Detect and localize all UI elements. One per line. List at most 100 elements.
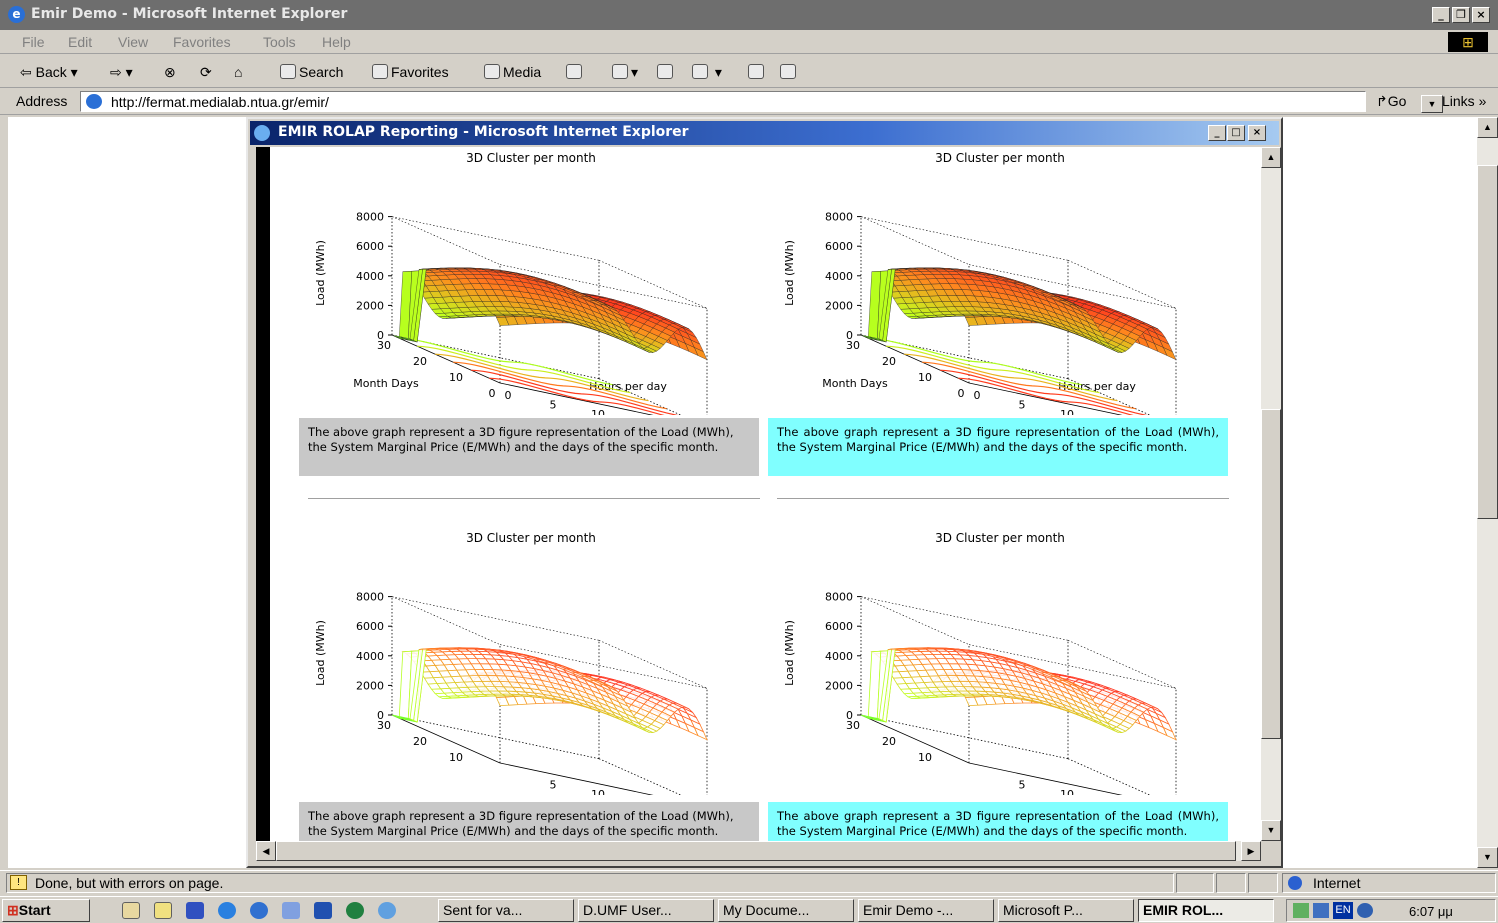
divider-left [308,498,760,500]
y-axis-label: Hours per day [1058,380,1136,393]
chart-top-left: 3D Cluster per month 0 2000 4000 6000 8000 30 2… [296,151,756,415]
main-vertical-scrollbar[interactable]: ▲ ▼ [1477,117,1498,868]
grid-line [499,644,708,689]
axis-line [391,714,600,760]
restore-button[interactable]: ❐ [1452,7,1470,23]
task-microsoft-p[interactable]: Microsoft P... [998,899,1134,922]
grid-line [391,596,501,645]
axis-line [499,382,654,415]
edit-word-icon[interactable]: ▾ [692,64,722,81]
popup-scroll-right-button[interactable]: ▶ [1241,841,1261,861]
media-label: Media [503,64,542,80]
popup-close-button[interactable]: × [1248,125,1266,141]
popup-scroll-down-button[interactable]: ▼ [1261,820,1281,841]
x-axis-label: Month Days [353,377,419,390]
chart-title: 3D Cluster per month [466,531,596,545]
network-tray-icon[interactable] [1313,903,1329,918]
mail-icon[interactable]: ▾ [612,64,638,81]
messenger-icon[interactable] [780,64,799,80]
discuss-icon[interactable] [748,64,767,80]
task-sent-for-va[interactable]: Sent for va... [438,899,574,922]
favorites-button[interactable]: Favorites [372,64,449,80]
print-icon[interactable] [657,64,676,80]
menu-file[interactable]: File [22,34,45,50]
popup-horizontal-scrollbar[interactable]: ◀ ▶ [256,841,1261,861]
contour-line [958,377,1134,415]
menu-help[interactable]: Help [322,34,351,50]
z-tick-label: 6000 [825,620,853,633]
chart-svg: 020004000600080003020105101520Load (MWh) [314,591,708,795]
scroll-down-button[interactable]: ▼ [1477,847,1498,868]
surface-cell [589,300,604,306]
close-button[interactable]: × [1472,7,1490,23]
description-top-right: The above graph represent a 3D figure re… [768,418,1228,476]
menu-tools[interactable]: Tools [263,34,296,50]
language-indicator[interactable]: EN [1333,902,1353,919]
address-input[interactable]: http://fermat.medialab.ntua.gr/emir/ ▼ [80,91,1443,113]
history-icon[interactable] [566,64,585,80]
popup-scroll-up-button[interactable]: ▲ [1261,147,1281,168]
back-button[interactable]: ⇦ Back ▾ [20,64,78,80]
left-black-bar [256,147,270,841]
stop-icon[interactable]: ⊗ [164,64,176,80]
main-title-bar[interactable]: e Emir Demo - Microsoft Internet Explore… [0,0,1498,30]
popup-maximize-button[interactable]: □ [1227,125,1245,141]
x-axis-label: Month Days [822,377,888,390]
outlook-express-icon[interactable] [250,902,268,919]
media-player-icon[interactable] [346,902,364,919]
address-dropdown-button[interactable]: ▼ [1421,95,1443,113]
menu-edit[interactable]: Edit [68,34,93,50]
popup-minimize-button[interactable]: _ [1208,125,1226,141]
tray-globe-icon[interactable] [1357,903,1373,918]
explorer-icon[interactable] [154,902,172,919]
task-emir-rolap[interactable]: EMIR ROL... [1138,899,1274,922]
task-my-documents[interactable]: My Docume... [718,899,854,922]
task-d-umf-user[interactable]: D.UMF User... [578,899,714,922]
ie-quicklaunch-icon[interactable] [218,902,236,919]
z-tick-label: 6000 [825,240,853,253]
show-desktop-icon[interactable] [122,902,140,919]
media-icon [484,64,500,79]
tray-app-icon[interactable] [1293,903,1309,918]
menu-view[interactable]: View [118,34,149,50]
contour-line [453,361,667,410]
popup-scroll-left-button[interactable]: ◀ [256,841,276,861]
scroll-thumb[interactable] [1477,165,1498,519]
media-button[interactable]: Media [484,64,541,80]
menu-favorites[interactable]: Favorites [173,34,231,50]
task-emir-demo[interactable]: Emir Demo -... [858,899,994,922]
z-tick-label: 6000 [356,620,384,633]
scroll-up-button[interactable]: ▲ [1477,117,1498,138]
access-icon[interactable] [314,902,332,919]
home-icon[interactable]: ⌂ [234,64,243,80]
address-url[interactable]: http://fermat.medialab.ntua.gr/emir/ [111,94,329,110]
popup-vertical-scrollbar[interactable]: ▲ ▼ [1261,147,1281,841]
go-button[interactable]: ↱Go [1376,93,1406,110]
z-tick-label: 2000 [356,679,384,692]
z-tick-label: 0 [377,329,384,342]
x-tick-label: 30 [377,339,391,352]
menu-bar: File Edit View Favorites Tools Help ⊞ [0,30,1498,54]
network-icon[interactable] [282,902,300,919]
start-button[interactable]: ⊞Start [2,899,90,922]
back-arrow-icon: ⇦ [20,64,32,80]
links-button[interactable]: Links » [1442,93,1487,109]
y-tick-label: 10 [591,408,605,415]
forward-button[interactable]: ⇨ ▾ [110,64,133,80]
word-icon[interactable] [186,902,204,919]
chart-svg: 02000400060008000302010005101520Load (MW… [783,211,1177,415]
search-quicklaunch-icon[interactable] [378,902,396,919]
popup-title-bar[interactable]: EMIR ROLAP Reporting - Microsoft Interne… [250,121,1279,145]
description-bottom-right: The above graph represent a 3D figure re… [768,802,1228,841]
popup-content: 3D Cluster per month 0 2000 4000 6000 8000 30 2… [256,147,1261,841]
minimize-button[interactable]: _ [1432,7,1450,23]
popup-scroll-thumb[interactable] [1261,409,1281,739]
popup-hscroll-thumb[interactable] [276,841,1236,861]
x-tick-label: 30 [846,339,860,352]
links-label: Links [1442,93,1475,109]
refresh-icon[interactable]: ⟳ [200,64,212,80]
warning-icon[interactable]: ! [10,875,27,890]
status-text: Done, but with errors on page. [35,875,224,891]
search-button[interactable]: Search [280,64,343,80]
divider-right [777,498,1229,500]
